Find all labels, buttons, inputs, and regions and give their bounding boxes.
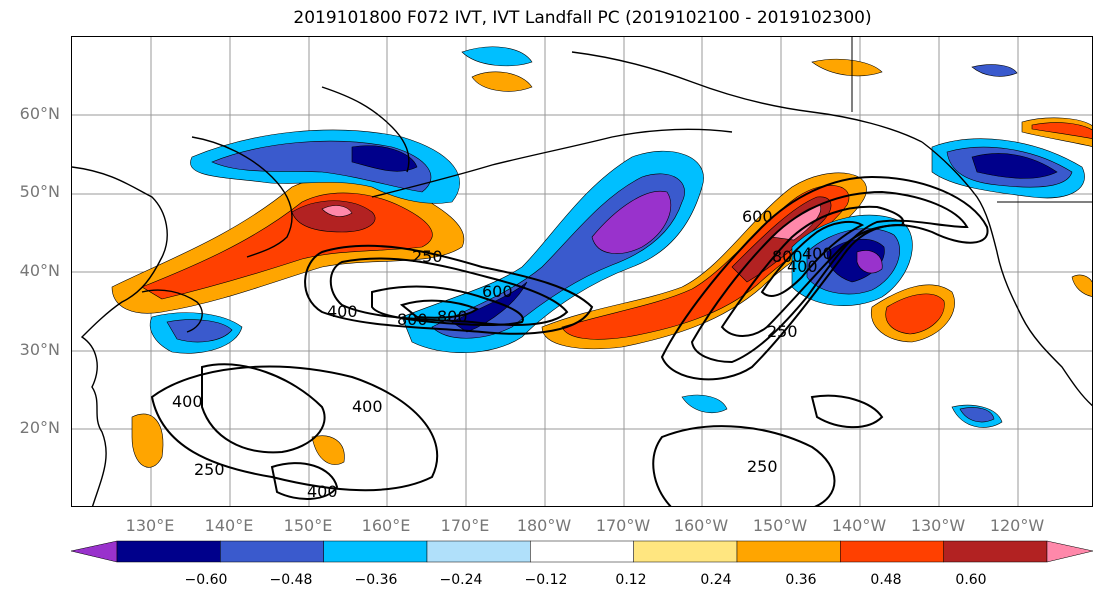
contour-east-250	[660, 175, 989, 381]
ivt-contours	[150, 175, 989, 506]
coast-asia	[72, 166, 168, 506]
contour-sw-400	[270, 462, 339, 500]
coast-aleutians	[371, 128, 733, 198]
colorbar-segment	[943, 540, 1048, 563]
small-warm-4	[311, 435, 345, 465]
cb-tick-6: 0.12	[615, 572, 647, 588]
cb-tick-3: −0.36	[354, 572, 398, 588]
colorbar-segment	[633, 540, 738, 563]
contour-label-13: 250	[194, 460, 225, 479]
cb-tick-9: 0.48	[870, 572, 902, 588]
contour-label-11: 400	[172, 392, 203, 411]
lon-label-150w: 150°W	[752, 516, 808, 535]
contour-label-15: 250	[747, 457, 778, 476]
contour-label-1: 250	[412, 247, 443, 266]
colorbar-extend-low	[71, 540, 118, 563]
contour-west-400	[329, 257, 569, 326]
contour-label-4: 800	[397, 310, 428, 329]
colorbar-segment	[530, 540, 634, 563]
colorbar-segment	[116, 540, 221, 563]
lon-label-180w: 180°W	[516, 516, 572, 535]
contour-label-2: 400	[327, 302, 358, 321]
cb-tick-7: 0.24	[700, 572, 732, 588]
contour-se-250b	[810, 394, 884, 429]
contour-west-250	[304, 244, 594, 335]
lon-label-170e: 170°E	[440, 516, 490, 535]
colorbar-segment	[840, 540, 944, 563]
warm-band-west-max	[321, 205, 353, 217]
colorbar	[71, 540, 1094, 563]
coast-alaska	[571, 51, 923, 143]
small-cold-5	[681, 394, 728, 413]
lat-label-50: 50°N	[19, 182, 60, 201]
lat-label-60: 60°N	[19, 104, 60, 123]
small-warm-1	[471, 71, 533, 92]
small-cold-2	[971, 64, 1018, 77]
lon-label-120w: 120°W	[989, 516, 1045, 535]
warm-patch-east-core	[885, 293, 945, 335]
cb-tick-2: −0.48	[269, 572, 313, 588]
contour-west-800	[399, 299, 479, 319]
map-panel: 250 400 600 800 800 400 600 800 400 250 …	[71, 36, 1093, 507]
lon-label-130w: 130°W	[910, 516, 966, 535]
cb-tick-8: 0.36	[785, 572, 817, 588]
lon-label-150e: 150°E	[283, 516, 333, 535]
warm-band-west-peak	[291, 200, 376, 233]
contour-label-7: 600	[742, 207, 773, 226]
lon-label-160e: 160°E	[361, 516, 411, 535]
contour-label-6: 400	[787, 257, 818, 276]
contour-east-800	[760, 220, 865, 297]
cb-tick-10: 0.60	[955, 572, 987, 588]
cold-patch-gulf-purple	[856, 250, 883, 274]
coast-japan	[141, 289, 203, 333]
lon-label-170w: 170°W	[595, 516, 651, 535]
contour-west-600	[371, 285, 524, 327]
coastlines	[72, 37, 1092, 506]
lon-label-140w: 140°W	[831, 516, 887, 535]
lon-label-130e: 130°E	[125, 516, 175, 535]
lat-label-40: 40°N	[19, 261, 60, 280]
cold-band-central-purple	[591, 190, 672, 254]
contour-label-5: 800	[437, 307, 468, 326]
coast-na	[921, 141, 1092, 407]
small-cold-1	[461, 46, 533, 67]
contour-labels: 250 400 600 800 800 400 600 800 400 250 …	[172, 207, 833, 501]
contour-label-3: 600	[482, 282, 513, 301]
contour-label-14: 400	[307, 482, 338, 501]
colorbar-segment	[736, 540, 841, 563]
cb-tick-5: −0.12	[524, 572, 568, 588]
lat-label-30: 30°N	[19, 340, 60, 359]
cold-patch-ne-deep	[971, 153, 1058, 179]
ivt-fill-patches	[111, 46, 1092, 468]
contour-south-400	[201, 363, 326, 454]
contour-east-600	[720, 205, 905, 337]
coast-kamchatka	[191, 136, 293, 258]
colorbar-extend-high	[1046, 540, 1094, 563]
small-warm-2	[811, 58, 883, 77]
contour-label-10: 250	[767, 322, 798, 341]
contour-south-250	[150, 365, 439, 492]
contour-se-250	[652, 425, 836, 506]
cold-patch-nw-deep	[351, 145, 418, 172]
small-cold-4-core	[959, 407, 995, 423]
contour-label-8: 800	[772, 247, 803, 266]
lon-label-140e: 140°E	[204, 516, 254, 535]
lat-label-20: 20°N	[19, 418, 60, 437]
colorbar-segment	[426, 540, 531, 563]
contour-label-12: 400	[352, 397, 383, 416]
lon-label-160w: 160°W	[673, 516, 729, 535]
map-title: 2019101800 F072 IVT, IVT Landfall PC (20…	[293, 8, 872, 28]
colorbar-segment	[323, 540, 428, 563]
small-warm-3	[131, 413, 164, 468]
small-cold-3-core	[166, 319, 233, 343]
colorbar-segment	[220, 540, 324, 563]
contour-label-9: 400	[802, 244, 833, 263]
map-svg: 250 400 600 800 800 400 600 800 400 250 …	[72, 37, 1092, 506]
cb-tick-4: −0.24	[439, 572, 483, 588]
coast-bering	[321, 86, 410, 173]
cb-tick-1: −0.60	[184, 572, 228, 588]
small-warm-5	[1071, 274, 1092, 297]
contour-east-400	[690, 190, 969, 364]
warm-patch-canada-core	[1031, 122, 1092, 139]
